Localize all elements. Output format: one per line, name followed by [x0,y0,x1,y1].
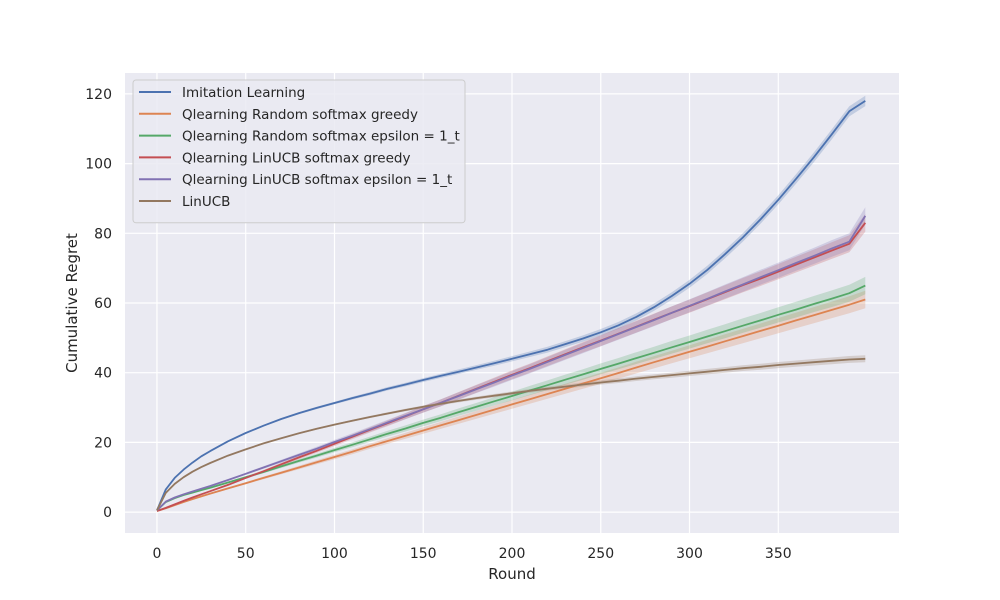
y-axis-label: Cumulative Regret [63,233,81,373]
x-tick-label: 300 [676,546,703,562]
y-tick-label: 100 [85,157,112,173]
series-line-1 [156,298,866,512]
legend-label: Imitation Learning [182,85,305,101]
series-lines [156,100,867,512]
y-tick-label: 60 [94,296,112,312]
series-line-2 [156,284,866,511]
legend-label: Qlearning Random softmax epsilon = 1_t [182,129,460,145]
y-tick-label: 120 [85,87,112,103]
band-1 [157,290,866,511]
legend-label: Qlearning Random softmax greedy [182,107,418,123]
x-tick-label: 250 [587,546,614,562]
y-tick-label: 80 [94,226,112,242]
x-tick-label: 50 [237,546,255,562]
x-axis-ticks: 0 50 100 150 200 250 300 350 [152,546,791,562]
series-line-4 [156,215,867,511]
y-tick-label: 40 [94,366,112,382]
x-tick-label: 100 [321,546,348,562]
y-axis-ticks: 0 20 40 60 80 100 120 [85,87,112,521]
x-tick-label: 150 [410,546,437,562]
legend-label: Qlearning LinUCB softmax epsilon = 1_t [182,172,452,188]
legend-label: LinUCB [182,194,230,210]
x-tick-label: 200 [499,546,526,562]
series-line-5 [156,357,866,511]
x-axis-label: Round [488,565,535,583]
y-tick-label: 20 [94,435,112,451]
x-tick-label: 350 [765,546,792,562]
legend-label: Qlearning LinUCB softmax greedy [182,150,410,166]
legend-box [132,79,466,224]
x-tick-label: 0 [152,546,161,562]
y-tick-label: 0 [103,505,112,521]
legend: Imitation Learning Qlearning Random softm… [132,79,466,224]
series-line-0 [156,100,866,511]
